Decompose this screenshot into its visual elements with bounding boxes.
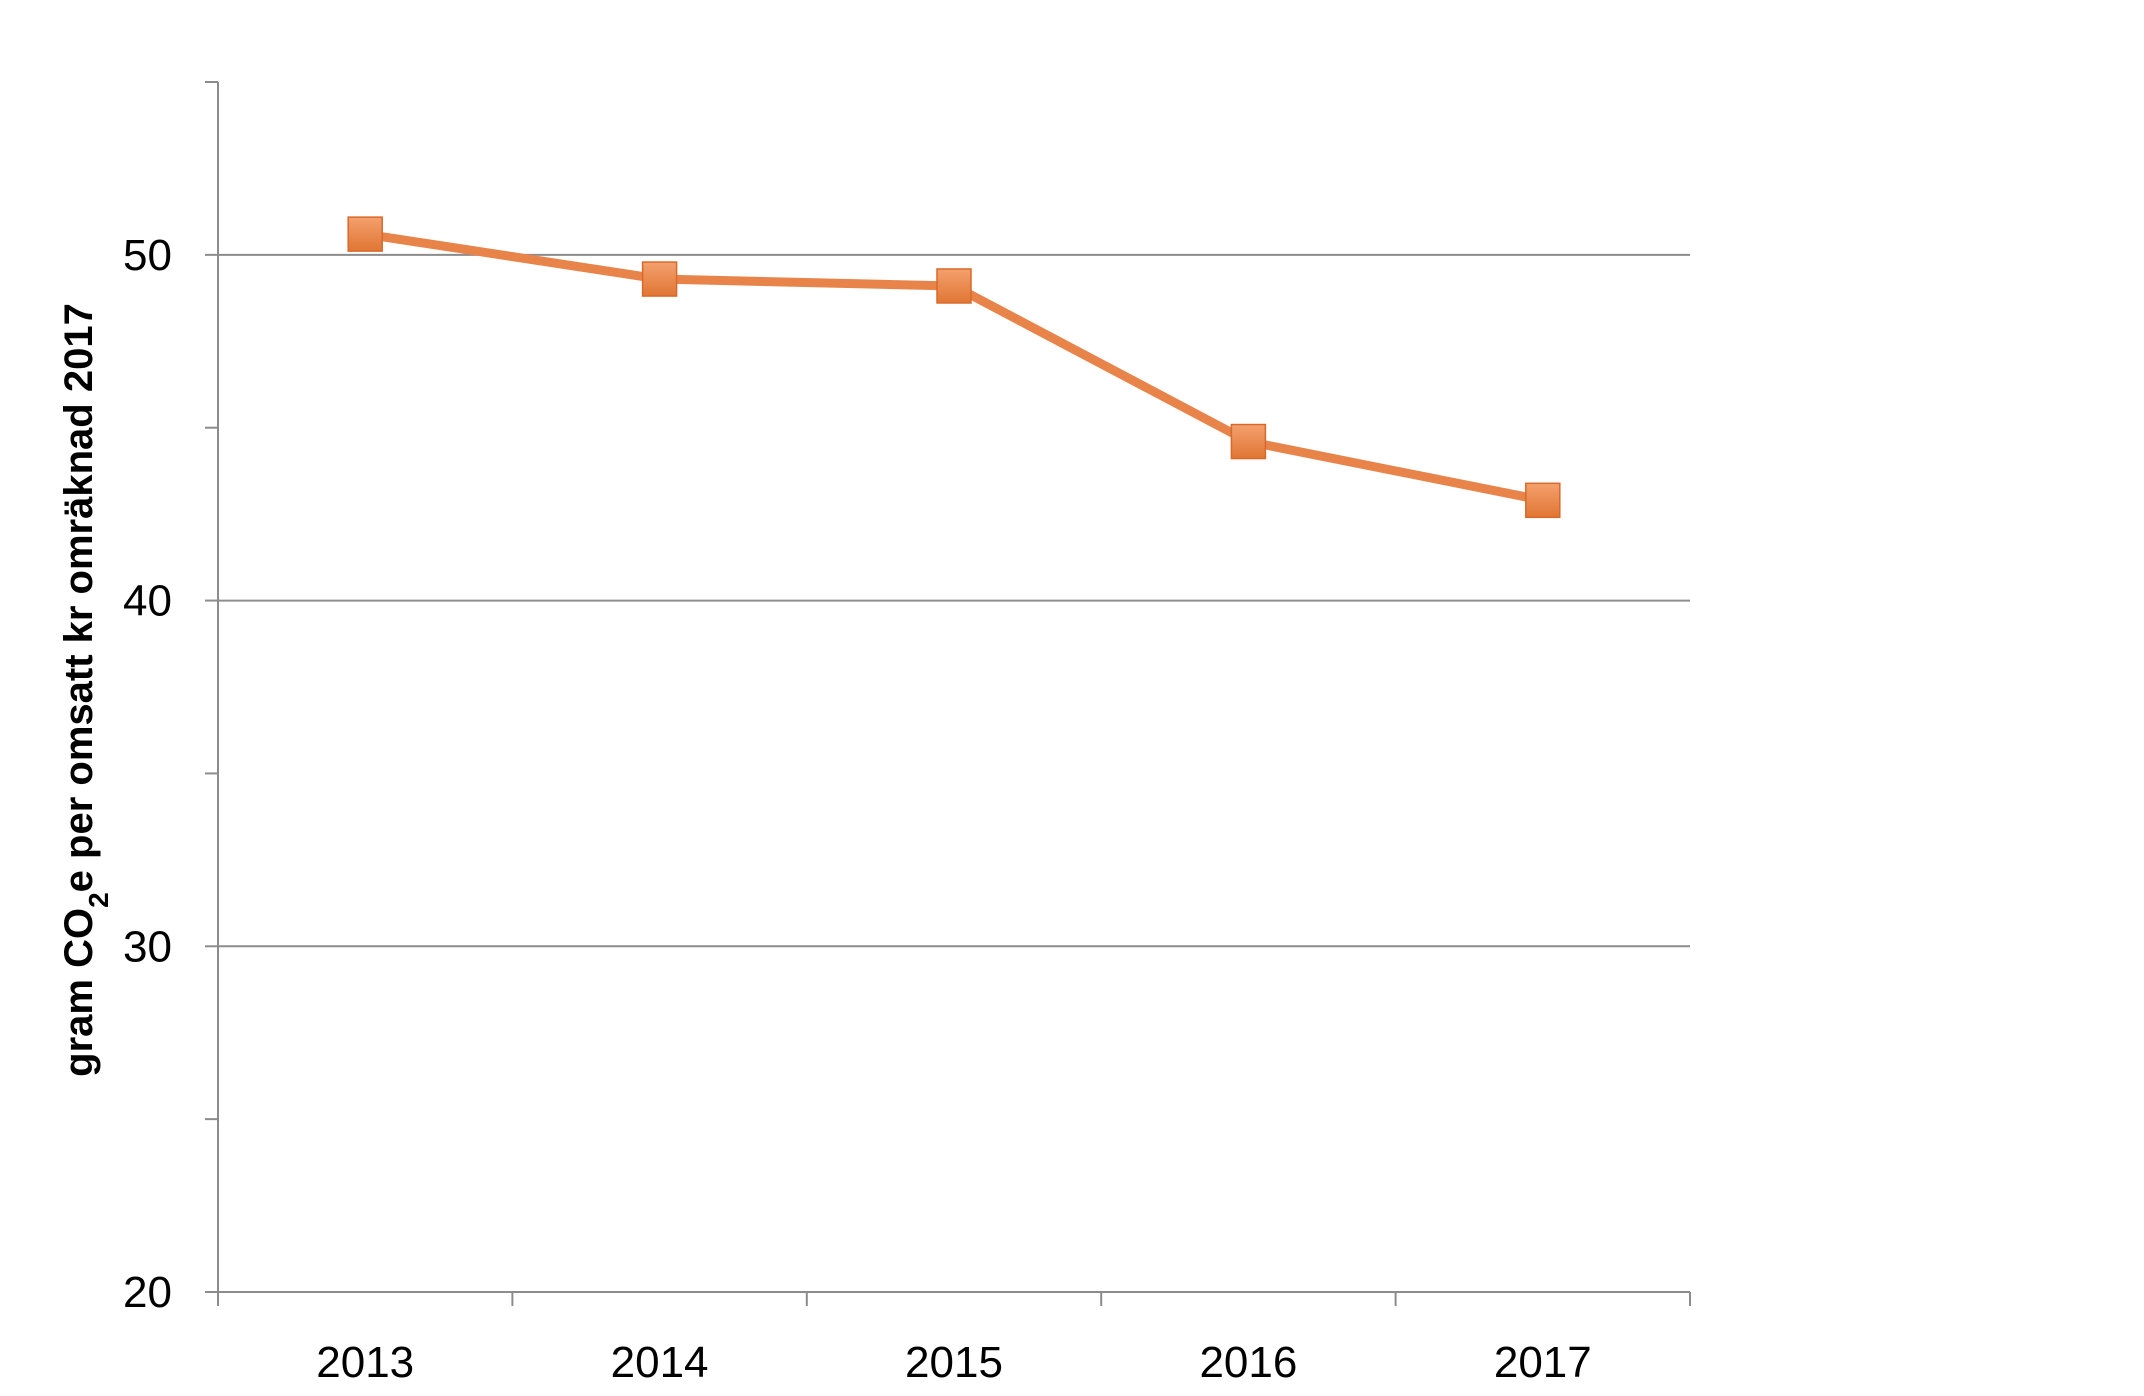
x-tick-label-2016: 2016 (1199, 1338, 1297, 1387)
axes (205, 81, 1691, 1306)
y-tick-label-50: 50 (123, 231, 172, 280)
x-tick-label-2014: 2014 (611, 1338, 709, 1387)
data-point-2015 (936, 268, 972, 304)
y-axis-title: gram CO2e per omsatt kr omräknad 2017 (57, 303, 114, 1077)
data-point-2016 (1230, 423, 1267, 460)
y-tick-label-20: 20 (123, 1268, 172, 1317)
y-axis-title-suffix: e per omsatt kr omräknad 2017 (57, 303, 101, 892)
tick-labels: 20 30 40 50 2013 2014 2015 2016 2017 (123, 231, 1592, 1387)
series (347, 216, 1561, 519)
y-axis-title-subscript: 2 (83, 892, 114, 908)
x-tick-label-2017: 2017 (1494, 1338, 1592, 1387)
y-tick-label-30: 30 (123, 922, 172, 971)
data-point-2017 (1525, 482, 1561, 519)
x-tick-label-2013: 2013 (316, 1338, 414, 1387)
data-point-2014 (641, 261, 678, 297)
y-axis-title-prefix: gram CO (57, 908, 101, 1077)
x-tick-label-2015: 2015 (905, 1338, 1003, 1387)
gridlines (218, 253, 1690, 948)
data-point-2013 (347, 216, 383, 252)
y-tick-label-40: 40 (123, 577, 172, 626)
